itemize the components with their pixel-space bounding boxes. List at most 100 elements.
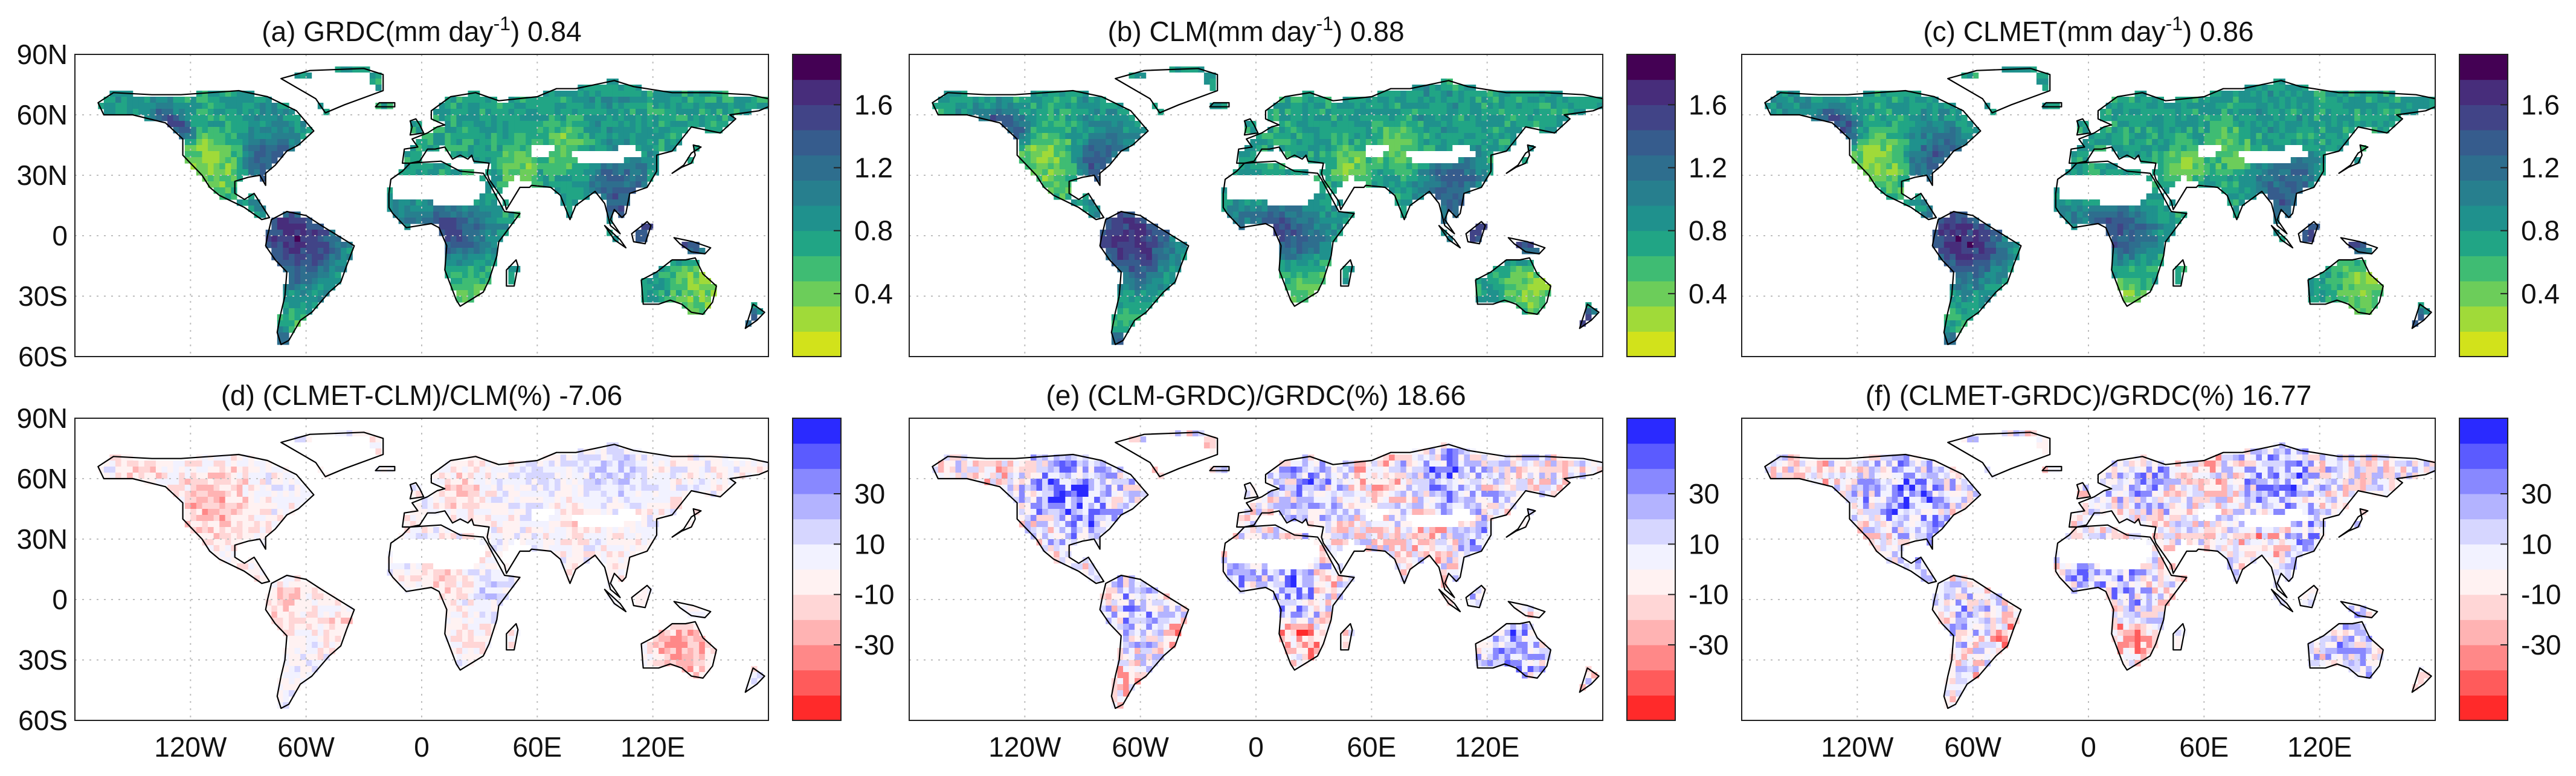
lat-tick-label: 60S [18, 705, 68, 736]
colorbar-b: 0.4 0.8 1.2 1.6 [1627, 54, 1727, 357]
colorbar-segment [793, 595, 841, 620]
lat-tick-label: 30S [18, 644, 68, 676]
colorbar-tick-label: 0.4 [854, 278, 893, 309]
lat-tick-label: 60N [17, 99, 68, 131]
colorbar-segment [2459, 619, 2508, 645]
panel-title-d: (d) (CLMET-CLM)/CLM(%) -7.06 [221, 380, 623, 411]
colorbar-segment [793, 105, 841, 130]
colorbar-tick-label: -10 [1689, 579, 1728, 610]
colorbar-segment [2459, 130, 2508, 155]
colorbar-tick-label: 1.2 [1689, 152, 1727, 184]
colorbar-segment [2459, 519, 2508, 545]
colorbar-tick-label: -30 [854, 629, 894, 661]
colorbar-segment [2459, 670, 2508, 696]
colorbar-segment [2459, 205, 2508, 231]
lat-tick-label: 60N [17, 463, 68, 494]
colorbar-segment [2459, 331, 2508, 357]
colorbar-segment [793, 80, 841, 105]
lat-tick-label: 30N [17, 523, 68, 555]
colorbar-tick-label: 10 [2521, 528, 2552, 560]
colorbar-segment [1627, 519, 1675, 545]
colorbar-tick-label: 1.6 [2521, 89, 2560, 120]
colorbar-segment [2459, 306, 2508, 332]
panel-title-b: (b) CLM(mm day-1) 0.88 [1107, 13, 1404, 47]
colorbar-segment [1627, 54, 1675, 80]
colorbar-segment [793, 444, 841, 469]
colorbar-segment [1627, 418, 1675, 444]
colorbar-tick-label: 0.8 [1689, 215, 1727, 247]
map-panel-b: (b) CLM(mm day-1) 0.88 0.4 0.8 1.2 1.6 [909, 13, 1727, 357]
panel-title-superscript: -1 [494, 13, 510, 34]
colorbar-tick-label: -30 [2521, 629, 2561, 661]
colorbar-tick-label: 30 [854, 478, 885, 509]
colorbar-segment [2459, 54, 2508, 80]
panel-title-text: (c) CLMET(mm day [1923, 16, 2165, 47]
colorbar-segment [1627, 595, 1675, 620]
colorbar-segment [1627, 544, 1675, 569]
colorbar-tick-label: 0.4 [2521, 278, 2560, 309]
colorbar-segment [2459, 468, 2508, 494]
panel-title-suffix: ) 0.84 [510, 16, 582, 47]
colorbar-segment [793, 619, 841, 645]
colorbar-segment [1627, 180, 1675, 205]
colorbar-tick-label: 1.6 [1689, 89, 1727, 120]
lat-tick-label: 90N [17, 39, 68, 70]
colorbar-segment [2459, 105, 2508, 130]
colorbar-segment [793, 695, 841, 720]
colorbar-segment [2459, 80, 2508, 105]
colorbar-tick-label: -30 [1689, 629, 1728, 661]
colorbar-segment [793, 544, 841, 569]
lon-tick-label: 60W [1944, 731, 2001, 763]
colorbar-segment [1627, 619, 1675, 645]
lon-tick-label: 0 [1248, 731, 1264, 763]
colorbar-tick-label: -10 [854, 579, 894, 610]
map-panel-d: (d) (CLMET-CLM)/CLM(%) -7.0690N60N30N030… [17, 380, 895, 763]
colorbar-segment [793, 256, 841, 281]
lon-tick-label: 120E [1455, 731, 1519, 763]
colorbar-tick-label: 10 [1689, 528, 1719, 560]
lon-tick-label: 120E [2287, 731, 2352, 763]
lon-tick-label: 120W [988, 731, 1061, 763]
colorbar-segment [793, 130, 841, 155]
panel-title-e: (e) (CLM-GRDC)/GRDC(%) 18.66 [1046, 380, 1466, 411]
colorbar-segment [1627, 205, 1675, 231]
colorbar-segment [2459, 418, 2508, 444]
colorbar-tick-label: 0.4 [1689, 278, 1727, 309]
colorbar-segment [2459, 231, 2508, 256]
colorbar-tick-label: 1.2 [854, 152, 893, 184]
colorbar-segment [793, 54, 841, 80]
colorbar-tick-label: 0.8 [2521, 215, 2560, 247]
lon-tick-label: 60E [1347, 731, 1396, 763]
panel-title-suffix: ) 0.88 [1333, 16, 1405, 47]
panel-title-text: (a) GRDC(mm day [262, 16, 493, 47]
colorbar-segment [2459, 256, 2508, 281]
lat-tick-label: 0 [52, 220, 68, 251]
panel-title-superscript: -1 [1316, 13, 1333, 34]
colorbar-segment [2459, 180, 2508, 205]
lon-tick-label: 60E [512, 731, 562, 763]
lon-tick-label: 120W [1821, 731, 1894, 763]
lon-tick-label: 60W [277, 731, 335, 763]
panel-title-c: (c) CLMET(mm day-1) 0.86 [1923, 13, 2253, 47]
panel-title-superscript: -1 [2166, 13, 2183, 34]
lon-tick-label: 120E [620, 731, 685, 763]
panel-title-f: (f) (CLMET-GRDC)/GRDC(%) 16.77 [1866, 380, 2312, 411]
lat-tick-label: 30N [17, 160, 68, 191]
colorbar-segment [793, 331, 841, 357]
panel-title-text: (f) (CLMET-GRDC)/GRDC(%) 16.77 [1866, 380, 2312, 411]
colorbar-segment [1627, 231, 1675, 256]
colorbar-segment [793, 494, 841, 519]
colorbar-segment [1627, 105, 1675, 130]
map-panel-a: (a) GRDC(mm day-1) 0.8490N60N30N030S60S0… [17, 13, 893, 372]
colorbar-c: 0.4 0.8 1.2 1.6 [2459, 54, 2560, 357]
lon-tick-label: 0 [2081, 731, 2096, 763]
colorbar-segment [1627, 80, 1675, 105]
colorbar-tick-label: 1.2 [2521, 152, 2560, 184]
